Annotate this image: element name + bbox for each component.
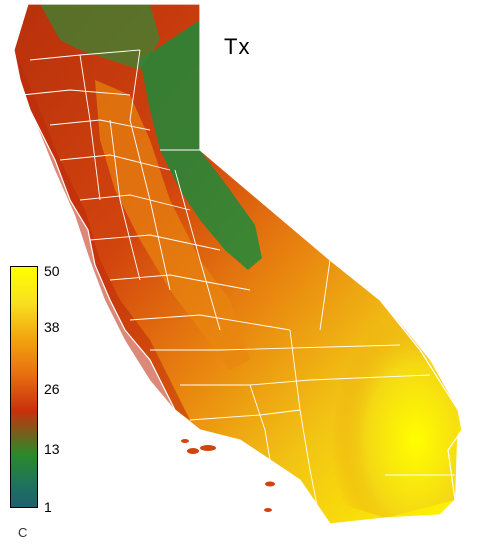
channel-island [187,448,199,454]
legend-tick-26: 26 [44,381,60,397]
channel-island [181,439,189,443]
channel-island [264,508,272,512]
north-forest-region [40,4,160,70]
channel-island [265,481,275,487]
legend-unit: C [18,525,28,540]
legend-tick-38: 38 [44,319,60,335]
desert-region [290,260,458,518]
channel-island [200,445,216,451]
map-title: Tx [224,34,251,59]
state-outline [13,3,463,525]
temperature-colorbar [10,266,38,508]
legend-tick-50: 50 [44,263,60,279]
central-valley-region [95,80,250,370]
legend-tick-13: 13 [44,441,60,457]
sierra-region [140,20,262,270]
county-boundaries [21,49,455,521]
legend-tick-1: 1 [44,499,52,515]
